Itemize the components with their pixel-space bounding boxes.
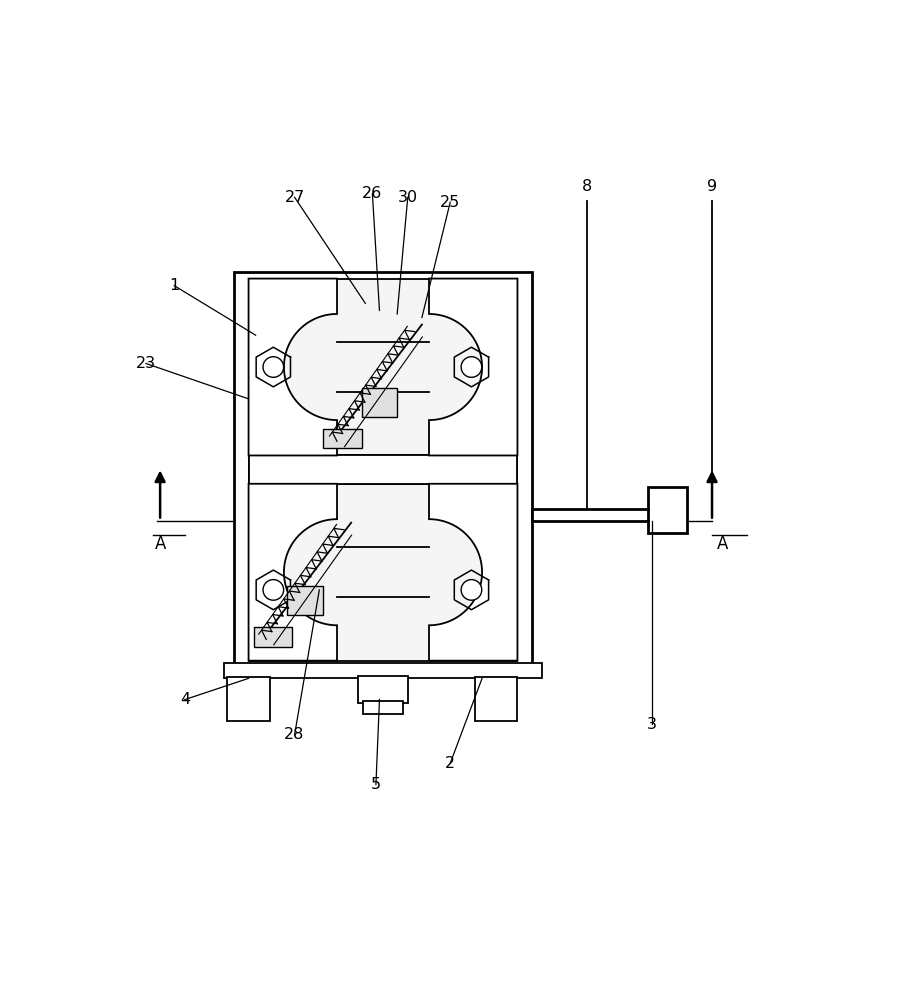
Polygon shape bbox=[429, 484, 518, 661]
Polygon shape bbox=[429, 279, 518, 455]
Text: 9: 9 bbox=[707, 179, 717, 194]
Bar bbox=[248, 279, 518, 455]
Bar bbox=[475, 677, 518, 721]
Text: 3: 3 bbox=[647, 717, 656, 732]
Text: 23: 23 bbox=[136, 356, 156, 371]
Text: 1: 1 bbox=[169, 278, 179, 293]
Bar bbox=[235, 272, 531, 668]
Text: 28: 28 bbox=[284, 727, 305, 742]
Bar bbox=[248, 484, 518, 661]
Circle shape bbox=[263, 357, 284, 377]
Text: A: A bbox=[154, 535, 166, 553]
Bar bbox=[254, 627, 292, 647]
Circle shape bbox=[263, 580, 284, 600]
Bar bbox=[323, 429, 362, 448]
Bar bbox=[227, 677, 270, 721]
Text: 2: 2 bbox=[446, 756, 456, 771]
Text: 25: 25 bbox=[440, 195, 460, 210]
Bar bbox=[648, 487, 687, 533]
Text: 5: 5 bbox=[371, 777, 381, 792]
Bar bbox=[248, 455, 518, 484]
Bar bbox=[363, 701, 403, 714]
Bar bbox=[248, 293, 518, 647]
Text: 26: 26 bbox=[362, 186, 383, 201]
Polygon shape bbox=[248, 279, 337, 455]
Bar bbox=[224, 663, 542, 678]
Circle shape bbox=[461, 580, 482, 600]
Bar bbox=[362, 388, 397, 417]
Bar bbox=[288, 586, 322, 615]
Text: A: A bbox=[717, 535, 729, 553]
Circle shape bbox=[461, 357, 482, 377]
Text: 27: 27 bbox=[285, 190, 305, 205]
Text: 4: 4 bbox=[180, 692, 190, 707]
Text: 30: 30 bbox=[398, 190, 418, 205]
Polygon shape bbox=[248, 484, 337, 661]
Bar bbox=[358, 676, 408, 703]
Text: 8: 8 bbox=[582, 179, 592, 194]
